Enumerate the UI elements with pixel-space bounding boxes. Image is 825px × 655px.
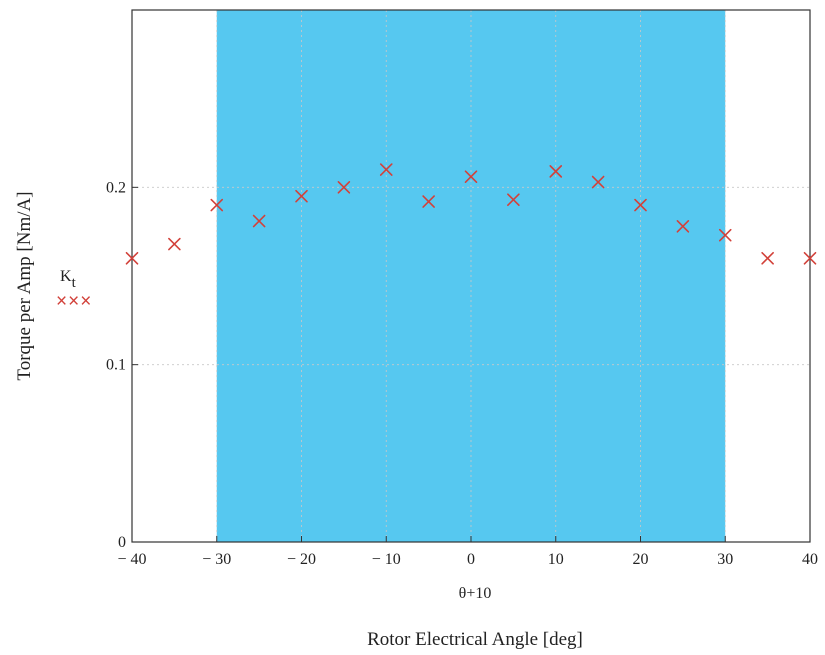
- data-point: [507, 193, 520, 207]
- x-tick-label: − 20: [287, 551, 316, 568]
- legend-label-main: K: [60, 268, 72, 285]
- data-point: [549, 165, 563, 178]
- data-point: [210, 198, 224, 212]
- x-tick-label: 10: [548, 551, 564, 568]
- x-axis-title: Rotor Electrical Angle [deg]: [367, 629, 583, 650]
- x-tick-label: 40: [802, 551, 818, 568]
- legend-symbol: ×××: [56, 291, 92, 312]
- x-tick-label: 30: [717, 551, 733, 568]
- data-point: [422, 195, 435, 208]
- data-point: [125, 251, 139, 265]
- x-tick-label: 0: [467, 551, 475, 568]
- data-point: [252, 214, 266, 228]
- data-point: [634, 198, 647, 212]
- legend-label: Kt: [60, 268, 77, 291]
- data-point: [676, 220, 690, 233]
- x-tick-label: − 10: [372, 551, 401, 568]
- data-point: [464, 170, 478, 183]
- legend: Kt ×××: [56, 268, 92, 312]
- data-point: [718, 228, 732, 242]
- data-point: [379, 163, 393, 176]
- y-tick-label: 0.2: [106, 179, 126, 196]
- tick-labels: − 40 − 30 − 20 − 10 0 10 20 30 40 0 0.1 0.2: [106, 179, 818, 568]
- data-point: [337, 181, 351, 194]
- x-tick-label: − 30: [202, 551, 231, 568]
- data-point: [168, 237, 181, 251]
- x-tick-label: 20: [633, 551, 649, 568]
- y-tick-label: 0.1: [106, 357, 126, 374]
- x-tick-label: − 40: [117, 551, 146, 568]
- data-point: [761, 251, 774, 265]
- data-point: [803, 251, 817, 265]
- x-axis-sublabel: θ+10: [459, 585, 492, 602]
- y-tick-label: 0: [118, 534, 126, 551]
- y-axis-title: Torque per Amp [Nm/A]: [14, 191, 35, 380]
- legend-label-sub: t: [72, 275, 77, 291]
- data-point: [295, 189, 308, 203]
- data-points: [125, 163, 817, 265]
- data-point: [591, 175, 605, 189]
